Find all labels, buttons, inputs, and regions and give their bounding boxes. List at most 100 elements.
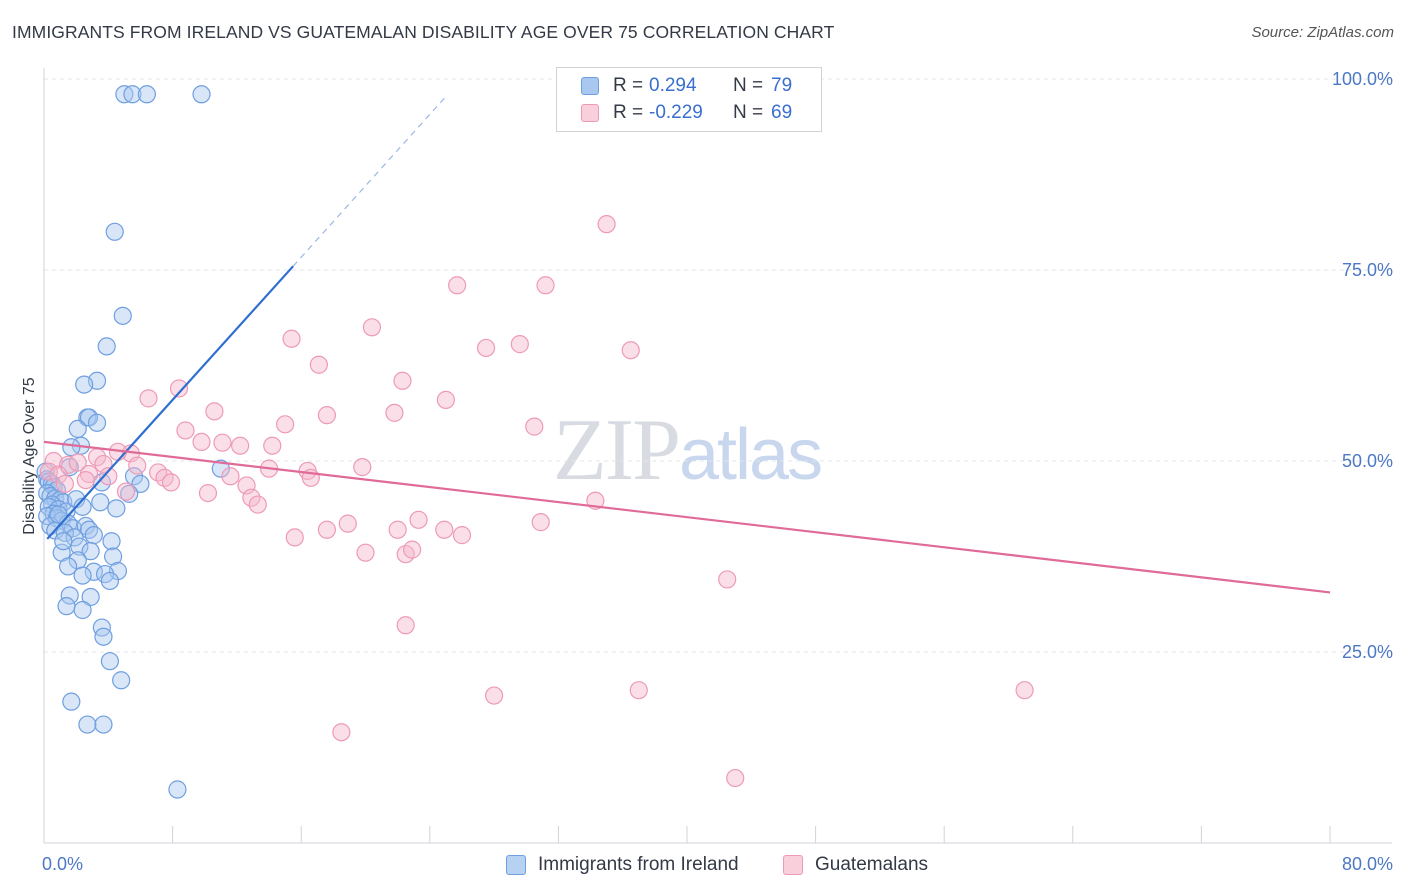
point-guatemalans xyxy=(213,433,232,452)
watermark-atlas: atlas xyxy=(679,415,823,495)
legend-n-value: 69 xyxy=(771,102,793,123)
point-ireland xyxy=(87,413,107,432)
point-ireland xyxy=(62,692,81,711)
point-guatemalans xyxy=(231,436,250,455)
point-guatemalans xyxy=(726,768,745,788)
bottom-legend-guatemalans[interactable]: Guatemalans xyxy=(783,852,928,878)
legend-n-value: 79 xyxy=(771,75,793,96)
point-guatemalans xyxy=(192,432,211,451)
legend-r-value: -0.229 xyxy=(649,102,703,123)
point-ireland xyxy=(84,562,103,581)
point-guatemalans xyxy=(282,329,301,348)
point-ireland xyxy=(75,375,94,394)
trend-line-ireland-extension xyxy=(292,96,447,267)
trend-line-ireland xyxy=(46,265,294,540)
series-ireland xyxy=(36,85,230,799)
point-ireland xyxy=(57,597,76,616)
legend-row-ireland: R = 0.294 N = 79 xyxy=(581,74,792,98)
point-guatemalans xyxy=(435,520,454,539)
chart-title: IMMIGRANTS FROM IRELAND VS GUATEMALAN DI… xyxy=(12,22,835,42)
point-guatemalans xyxy=(362,318,382,337)
point-guatemalans xyxy=(531,513,550,532)
point-guatemalans xyxy=(99,467,118,486)
point-ireland xyxy=(100,652,120,671)
point-guatemalans xyxy=(317,520,337,539)
point-guatemalans xyxy=(396,616,415,635)
y-tick-label: 50.0% xyxy=(1342,451,1393,471)
point-guatemalans xyxy=(242,488,261,507)
trend-lines xyxy=(43,96,1331,594)
point-ireland xyxy=(73,566,92,585)
point-ireland xyxy=(97,337,116,356)
point-guatemalans xyxy=(436,390,455,409)
bottom-legend-swatch-blue xyxy=(506,855,526,875)
point-guatemalans xyxy=(44,451,63,471)
point-ireland xyxy=(124,467,144,486)
point-guatemalans xyxy=(49,465,68,484)
point-ireland xyxy=(70,537,89,556)
point-ireland xyxy=(113,306,132,325)
point-ireland xyxy=(192,85,211,104)
point-guatemalans xyxy=(169,379,189,398)
point-guatemalans xyxy=(176,421,195,440)
y-axis-label: Disability Age Over 75 xyxy=(21,377,38,535)
point-guatemalans xyxy=(139,389,158,408)
point-guatemalans xyxy=(409,510,428,529)
point-guatemalans xyxy=(448,276,467,295)
point-ireland xyxy=(60,586,79,605)
point-guatemalans xyxy=(353,458,372,477)
point-ireland xyxy=(62,438,81,457)
legend-n-label: N = xyxy=(733,75,764,96)
point-guatemalans xyxy=(388,520,407,539)
correlation-legend: R = 0.294 N = 79 R = -0.229 N = 69 xyxy=(556,67,822,132)
point-guatemalans xyxy=(332,723,351,742)
series-guatemalans xyxy=(39,215,1034,788)
watermark: ZIPatlas xyxy=(553,400,823,501)
point-ireland xyxy=(73,600,92,620)
bottom-legend-ireland[interactable]: Immigrants from Ireland xyxy=(506,852,739,878)
y-tick-label: 100.0% xyxy=(1332,69,1393,89)
point-ireland xyxy=(137,85,156,104)
point-guatemalans xyxy=(55,474,74,494)
point-guatemalans xyxy=(205,402,224,421)
point-guatemalans xyxy=(536,276,555,295)
point-ireland xyxy=(92,618,111,637)
point-guatemalans xyxy=(485,686,504,705)
legend-r-label: R = xyxy=(613,102,644,123)
point-ireland xyxy=(112,671,131,690)
point-guatemalans xyxy=(276,415,295,434)
point-guatemalans xyxy=(452,526,472,545)
point-ireland xyxy=(211,459,230,478)
point-ireland xyxy=(105,222,124,241)
source-credit: Source: ZipAtlas.com xyxy=(1251,24,1394,41)
point-guatemalans xyxy=(338,514,357,533)
point-guatemalans xyxy=(385,403,404,422)
legend-swatch-pink xyxy=(581,104,599,122)
legend-row-guatemalans: R = -0.229 N = 69 xyxy=(581,101,792,125)
point-guatemalans xyxy=(285,528,304,547)
point-ireland xyxy=(84,526,103,545)
point-guatemalans xyxy=(161,473,181,492)
x-tick-label: 0.0% xyxy=(42,854,83,874)
point-ireland xyxy=(168,780,187,799)
point-guatemalans xyxy=(1015,681,1034,700)
point-ireland xyxy=(123,85,142,104)
point-guatemalans xyxy=(525,417,544,436)
legend-r-label: R = xyxy=(613,75,644,96)
point-guatemalans xyxy=(317,406,337,425)
point-ireland xyxy=(107,499,126,518)
point-guatemalans xyxy=(597,215,616,234)
point-ireland xyxy=(68,419,87,439)
x-tick-label: 80.0% xyxy=(1342,854,1393,874)
y-tick-label: 25.0% xyxy=(1342,642,1393,662)
axes xyxy=(43,68,1392,844)
point-guatemalans xyxy=(309,355,328,374)
point-guatemalans xyxy=(76,471,95,490)
point-ireland xyxy=(81,542,100,561)
tick-labels: 25.0% 50.0% 75.0% 100.0% 0.0% 80.0% xyxy=(42,69,1393,874)
point-ireland xyxy=(81,587,100,607)
point-ireland xyxy=(102,532,121,551)
watermark-zip: ZIP xyxy=(553,402,681,499)
point-guatemalans xyxy=(510,335,529,354)
point-guatemalans xyxy=(128,456,147,475)
